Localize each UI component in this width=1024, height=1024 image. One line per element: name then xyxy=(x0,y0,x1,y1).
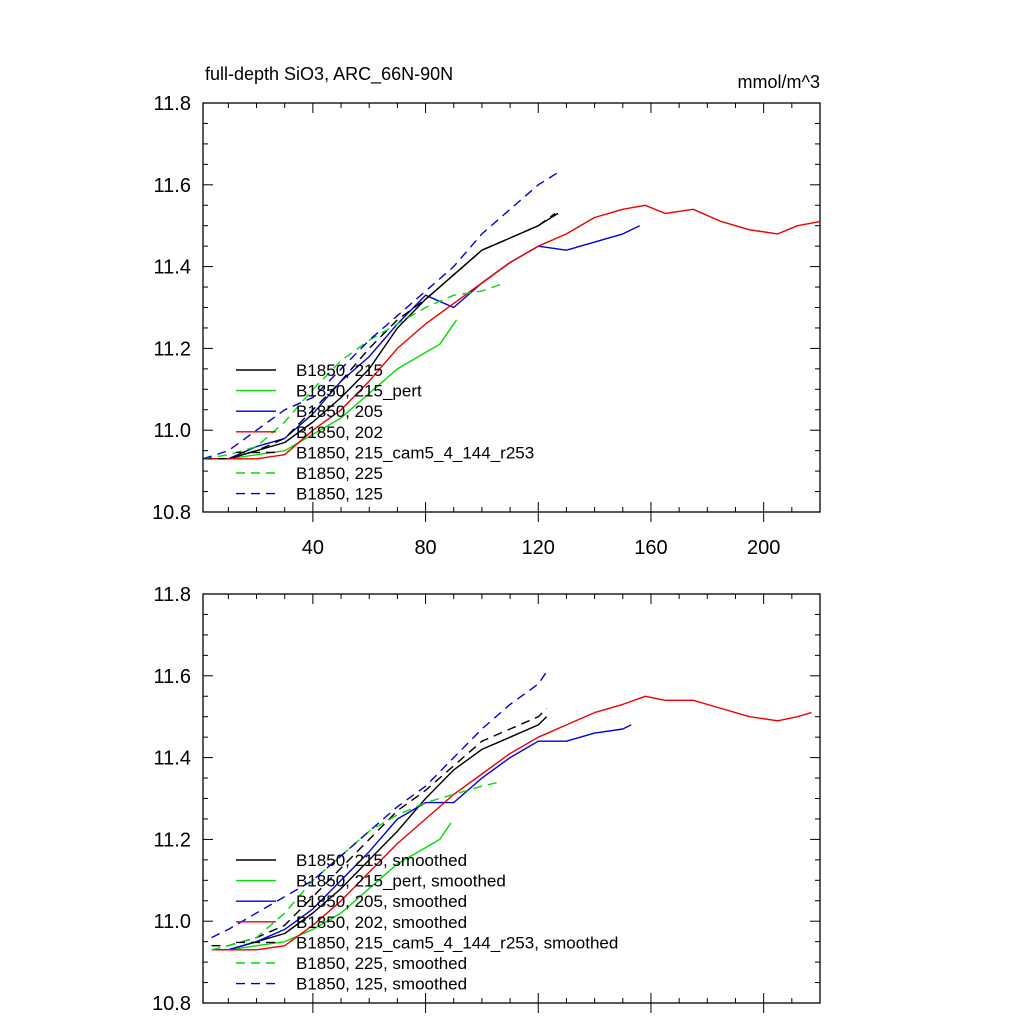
y-tick-label: 11.2 xyxy=(154,829,191,851)
figure-title: full-depth SiO3, ARC_66N-90N xyxy=(205,64,453,85)
y-tick-label: 11.4 xyxy=(154,257,191,279)
x-tick-label: 200 xyxy=(747,537,780,559)
series-line xyxy=(211,822,452,951)
y-tick-label: 11.8 xyxy=(154,584,191,606)
legend-label: B1850, 215 xyxy=(296,361,383,380)
legend-label: B1850, 215_cam5_4_144_r253, smoothed xyxy=(296,933,618,952)
legend-label: B1850, 225 xyxy=(296,464,383,483)
x-tick-label: 80 xyxy=(414,537,436,559)
series-line xyxy=(211,695,812,951)
legend-label: B1850, 125, smoothed xyxy=(296,975,467,994)
x-tick-label: 40 xyxy=(302,537,324,559)
series-line xyxy=(211,724,632,951)
chart-panel-raw: 10.8 11.0 11.2 11.4 11.6 11.8 40 80 120 160 200 B18… xyxy=(152,93,821,559)
legend-label: B1850, 215, smoothed xyxy=(296,851,467,870)
series-line xyxy=(203,212,559,460)
y-tick-label: 11.8 xyxy=(154,93,191,115)
series-line xyxy=(203,225,641,460)
y-tick-label: 10.8 xyxy=(152,502,191,524)
series-line xyxy=(211,707,548,947)
x-tick-label: 160 xyxy=(634,537,667,559)
legend-label: B1850, 205 xyxy=(296,402,383,421)
series-line xyxy=(203,171,559,460)
chart-panel-smoothed: 10.8 11.0 11.2 11.4 11.6 11.8 B1850, 215, smoo… xyxy=(152,584,821,1015)
y-tick-label: 11.0 xyxy=(154,911,191,933)
y-tick-label: 11.2 xyxy=(154,338,191,360)
y-tick-label: 10.8 xyxy=(152,993,191,1015)
series-line xyxy=(203,204,820,460)
y-tick-label: 11.6 xyxy=(154,666,191,688)
legend-label: B1850, 225, smoothed xyxy=(296,954,467,973)
series-group xyxy=(211,671,812,951)
legend: B1850, 215, smoothed B1850, 215_pert, smo… xyxy=(236,851,618,994)
legend-label: B1850, 215_pert, smoothed xyxy=(296,872,506,891)
x-tick-label: 120 xyxy=(522,537,555,559)
y-tick-label: 11.6 xyxy=(154,175,191,197)
legend-label: B1850, 125 xyxy=(296,485,383,504)
series-group xyxy=(203,171,820,460)
legend-label: B1850, 215_pert xyxy=(296,382,422,401)
y-tick-label: 11.4 xyxy=(154,748,191,770)
series-line xyxy=(203,319,458,460)
legend-label: B1850, 202, smoothed xyxy=(296,913,467,932)
series-line xyxy=(203,282,505,460)
legend-label: B1850, 202 xyxy=(296,423,383,442)
series-line xyxy=(203,212,556,460)
y-tick-label: 11.0 xyxy=(154,420,191,442)
legend-label: B1850, 215_cam5_4_144_r253 xyxy=(296,443,534,462)
legend-label: B1850, 205, smoothed xyxy=(296,892,467,911)
units-label: mmol/m^3 xyxy=(738,72,820,92)
